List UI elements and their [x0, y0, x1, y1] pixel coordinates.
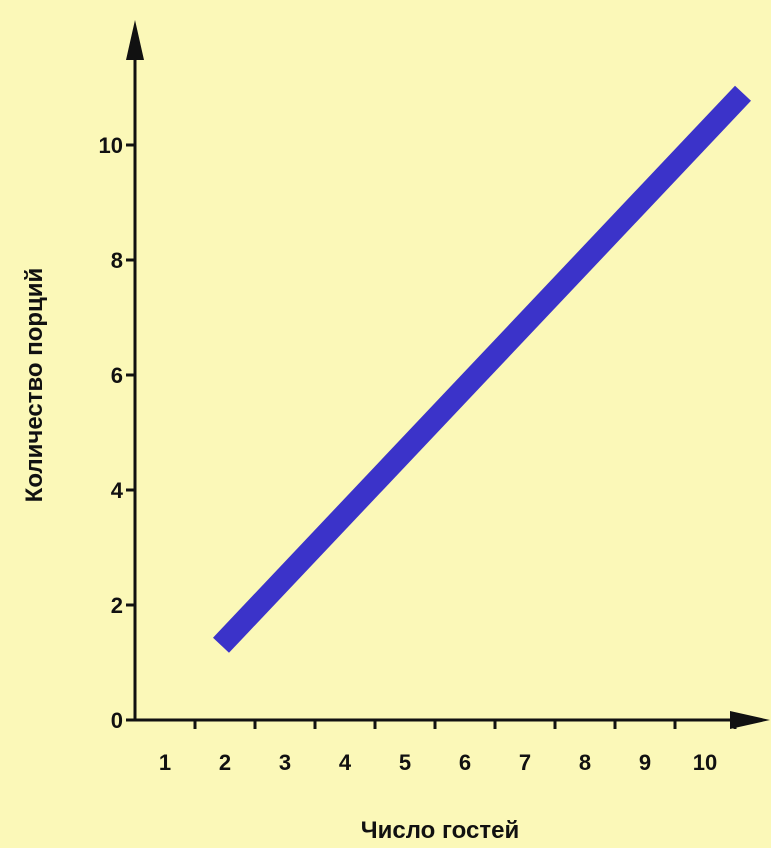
y-axis-arrow [126, 20, 144, 60]
y-tick-label: 4 [111, 478, 124, 503]
y-tick-label: 2 [111, 593, 123, 618]
y-tick-label: 6 [111, 363, 123, 388]
x-tick-label: 9 [639, 750, 651, 775]
x-tick-label: 7 [519, 750, 531, 775]
x-tick-label: 6 [459, 750, 471, 775]
x-tick-label: 5 [399, 750, 411, 775]
series [213, 85, 751, 653]
y-tick-label: 8 [111, 248, 123, 273]
axes [126, 20, 770, 729]
series-line [213, 85, 751, 653]
y-axis-label: Количество порций [21, 268, 48, 503]
x-tick-label: 1 [159, 750, 171, 775]
x-axis-arrow [730, 711, 770, 729]
x-tick-label: 3 [279, 750, 291, 775]
x-tick-label: 4 [339, 750, 352, 775]
y-tick-label: 10 [99, 133, 123, 158]
x-tick-label: 2 [219, 750, 231, 775]
x-tick-label: 8 [579, 750, 591, 775]
x-axis-label: Число гостей [361, 817, 519, 843]
ticks: 1 2 3 4 5 6 7 8 9 10 0 2 4 6 8 10 [99, 133, 737, 775]
x-tick-label: 10 [693, 750, 717, 775]
y-tick-label: 0 [111, 708, 123, 733]
